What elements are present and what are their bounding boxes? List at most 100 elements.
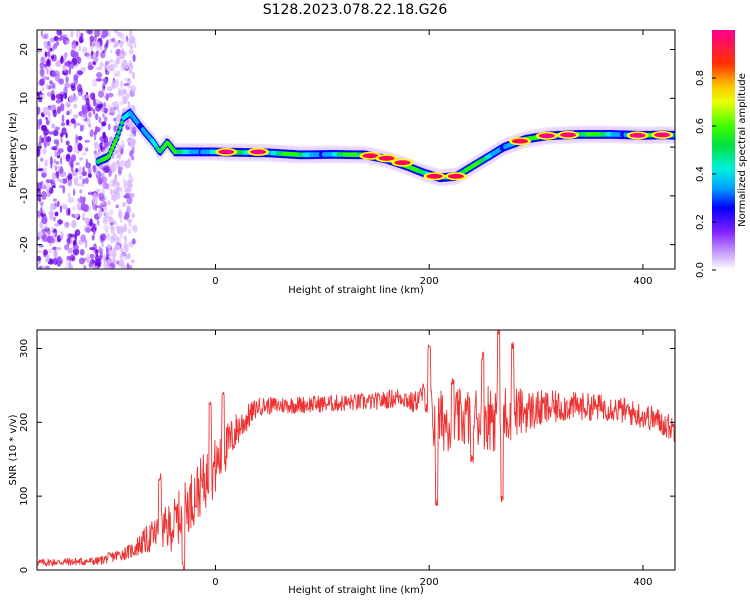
noise-speckle bbox=[103, 116, 108, 122]
noise-speckle bbox=[120, 48, 125, 55]
noise-speckle bbox=[123, 242, 127, 249]
noise-speckle bbox=[79, 124, 84, 132]
noise-speckle bbox=[40, 206, 43, 215]
noise-speckle bbox=[111, 161, 118, 166]
noise-speckle bbox=[103, 216, 107, 223]
snr-y-label: SNR (10 * v/v) bbox=[8, 414, 19, 485]
noise-speckle bbox=[58, 219, 62, 225]
noise-speckle bbox=[39, 78, 45, 86]
noise-speckle bbox=[123, 235, 127, 240]
noise-speckle bbox=[120, 80, 123, 88]
noise-speckle bbox=[105, 60, 110, 66]
noise-speckle bbox=[113, 61, 119, 68]
noise-speckle bbox=[127, 252, 131, 260]
noise-speckle bbox=[92, 167, 98, 173]
noise-speckle bbox=[60, 31, 63, 37]
noise-speckle bbox=[78, 111, 83, 117]
noise-speckle bbox=[123, 256, 129, 260]
noise-speckle bbox=[95, 258, 102, 267]
noise-speckle bbox=[113, 221, 117, 226]
noise-speckle bbox=[96, 219, 100, 226]
noise-speckle bbox=[52, 257, 59, 265]
noise-speckle bbox=[75, 168, 79, 173]
noise-speckle bbox=[67, 247, 74, 254]
noise-speckle bbox=[92, 97, 96, 107]
noise-speckle bbox=[126, 139, 133, 143]
noise-speckle bbox=[81, 170, 88, 177]
noise-speckle bbox=[123, 222, 128, 232]
noise-speckle bbox=[126, 196, 133, 205]
noise-speckle bbox=[78, 257, 85, 265]
noise-speckle bbox=[41, 171, 47, 178]
noise-speckle bbox=[77, 135, 83, 141]
snr-panel: 0 100 200 300 0 200 400 Height of straight li… bbox=[8, 329, 676, 596]
noise-speckle bbox=[107, 92, 114, 98]
noise-speckle bbox=[85, 97, 90, 106]
snr-y-tick-label: 100 bbox=[19, 487, 30, 506]
noise-speckle bbox=[54, 144, 59, 151]
noise-speckle bbox=[52, 109, 57, 118]
noise-speckle bbox=[127, 228, 132, 234]
peak-core bbox=[629, 133, 646, 138]
noise-speckle bbox=[50, 104, 57, 110]
noise-speckle bbox=[72, 206, 76, 211]
noise-speckle bbox=[37, 124, 41, 130]
noise-speckle bbox=[40, 56, 46, 64]
noise-speckle bbox=[89, 45, 93, 51]
noise-speckle bbox=[63, 92, 68, 99]
spectrogram-y-tick-label: -10 bbox=[19, 188, 30, 204]
noise-speckle bbox=[39, 220, 44, 229]
noise-speckle bbox=[39, 94, 42, 98]
noise-speckle bbox=[131, 106, 137, 112]
noise-speckle bbox=[101, 146, 106, 150]
noise-speckle bbox=[49, 242, 52, 247]
noise-speckle bbox=[40, 30, 43, 36]
noise-speckle bbox=[77, 70, 84, 76]
noise-speckle bbox=[118, 258, 125, 267]
noise-speckle bbox=[123, 180, 126, 189]
snr-y-tick-label: 300 bbox=[19, 339, 30, 358]
noise-speckle bbox=[81, 112, 84, 121]
noise-speckle bbox=[67, 241, 70, 247]
noise-speckle bbox=[130, 133, 135, 137]
noise-speckle bbox=[118, 109, 121, 114]
noise-speckle bbox=[111, 102, 116, 107]
noise-speckle bbox=[85, 30, 92, 34]
noise-speckle bbox=[124, 93, 130, 99]
noise-speckle bbox=[126, 218, 133, 223]
noise-speckle bbox=[84, 256, 91, 262]
noise-speckle bbox=[115, 181, 120, 187]
noise-speckle bbox=[130, 37, 135, 44]
noise-speckle bbox=[102, 78, 105, 83]
noise-speckle bbox=[119, 253, 123, 259]
noise-speckle bbox=[46, 58, 52, 67]
peak-core bbox=[538, 133, 555, 139]
noise-speckle bbox=[83, 264, 87, 269]
noise-speckle bbox=[41, 190, 47, 200]
noise-speckle bbox=[87, 167, 92, 175]
noise-speckle bbox=[55, 161, 60, 165]
noise-speckle bbox=[124, 77, 128, 82]
noise-speckle bbox=[97, 90, 105, 98]
noise-speckle bbox=[53, 216, 56, 222]
noise-speckle bbox=[67, 197, 75, 204]
noise-speckle bbox=[67, 61, 73, 65]
noise-speckle bbox=[111, 81, 116, 89]
noise-speckle bbox=[52, 71, 56, 78]
snr-x-tick-label: 200 bbox=[420, 577, 439, 588]
noise-speckle bbox=[61, 114, 65, 123]
noise-speckle bbox=[120, 248, 123, 253]
noise-speckle bbox=[115, 118, 118, 127]
noise-speckle bbox=[90, 257, 94, 267]
noise-speckle bbox=[107, 257, 113, 264]
noise-speckle bbox=[43, 227, 51, 232]
noise-speckle bbox=[105, 250, 110, 258]
noise-speckle bbox=[64, 40, 67, 45]
noise-speckle bbox=[47, 117, 52, 121]
noise-speckle bbox=[73, 74, 79, 81]
noise-speckle bbox=[101, 186, 105, 196]
peak-core bbox=[654, 132, 671, 138]
ridge-inner bbox=[118, 125, 123, 130]
ridge-inner bbox=[111, 142, 116, 148]
noise-speckle bbox=[131, 139, 137, 145]
